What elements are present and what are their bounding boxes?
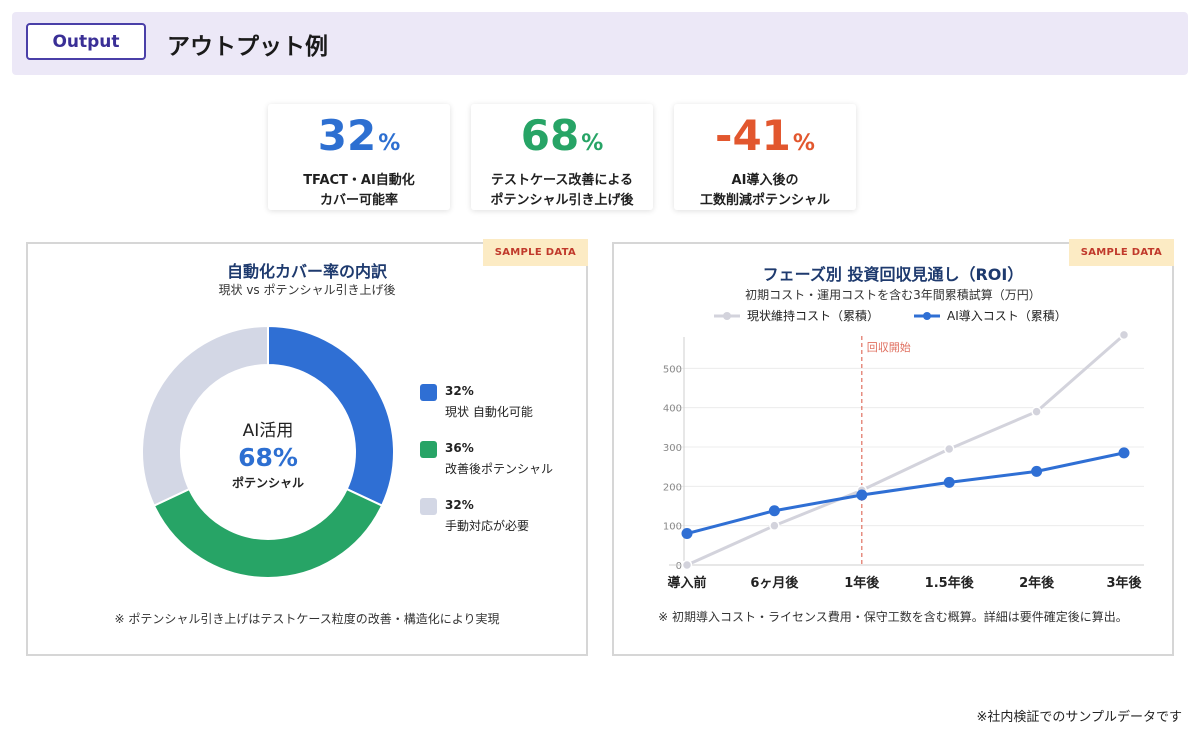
legend-label: AI導入コスト（累積） — [947, 308, 1067, 323]
kpi-label-line2: ポテンシャル引き上げ後 — [490, 193, 634, 208]
kpi-value: 68% — [471, 110, 653, 170]
y-tick-label: 200 — [663, 482, 682, 493]
roi-panel: SAMPLE DATA フェーズ別 投資回収見通し（ROI） 初期コスト・運用コ… — [612, 239, 1174, 656]
data-point-baseline — [1118, 329, 1130, 341]
kpi-label-line2: カバー可能率 — [319, 193, 398, 208]
x-tick-label: 1.5年後 — [925, 575, 975, 591]
x-tick-label: 2年後 — [1019, 575, 1055, 591]
kpi-unit: % — [378, 131, 401, 156]
data-point-ai — [768, 505, 780, 517]
data-point-baseline — [943, 443, 955, 455]
x-tick-label: 3年後 — [1106, 575, 1142, 591]
donut-slice — [267, 324, 395, 507]
kpi-card-coverage: 32% TFACT・AI自動化 カバー可能率 — [268, 104, 450, 210]
kpi-card-potential: 68% テストケース改善による ポテンシャル引き上げ後 — [471, 104, 653, 210]
legend-label: 手動対応が必要 — [445, 519, 530, 533]
series-line-ai — [686, 451, 1125, 535]
legend-swatch — [420, 498, 437, 515]
y-tick-label: 100 — [663, 522, 682, 533]
donut-center-label: AI活用 — [243, 421, 294, 441]
kpi-label-line1: AI導入後の — [731, 173, 799, 188]
legend-swatch — [420, 384, 437, 401]
x-tick-label: 導入前 — [667, 575, 706, 591]
roi-title: フェーズ別 投資回収見通し（ROI） — [762, 265, 1024, 284]
legend-percent: 32% — [445, 384, 474, 398]
donut-panel: SAMPLE DATA 自動化カバー率の内訳 現状 vs ポテンシャル引き上げ後… — [26, 239, 588, 656]
legend-label: 現状 自動化可能 — [445, 405, 533, 419]
kpi-number: -41 — [715, 111, 791, 160]
donut-slice — [141, 324, 269, 507]
kpi-label-line2: 工数削減ポテンシャル — [699, 193, 830, 208]
legend-percent: 32% — [445, 498, 474, 512]
kpi-number: 32 — [317, 111, 377, 160]
kpi-unit: % — [792, 131, 815, 156]
sample-data-tag: SAMPLE DATA — [1068, 239, 1174, 266]
data-point-ai — [943, 476, 955, 488]
roi-subtitle: 初期コスト・運用コストを含む3年間累積試算（万円） — [745, 288, 1041, 302]
kpi-unit: % — [581, 131, 604, 156]
data-point-baseline — [681, 559, 693, 571]
payback-marker-label: 回収開始 — [867, 340, 911, 354]
legend-label: 改善後ポテンシャル — [445, 462, 554, 476]
donut-title: 自動化カバー率の内訳 — [226, 262, 387, 281]
legend-marker — [923, 312, 931, 320]
y-tick-label: 400 — [663, 404, 682, 415]
kpi-card-reduction: -41% AI導入後の 工数削減ポテンシャル — [674, 104, 856, 210]
kpi-value: 32% — [268, 110, 450, 170]
kpi-label-line1: テストケース改善による — [491, 173, 633, 188]
data-point-ai — [856, 489, 868, 501]
roi-line-chart: 0 100 200 300 400 500 導入前 6ヶ月後 1年後 1.5年後 2年後 3年後 回収開… — [663, 308, 1144, 591]
kpi-value: -41% — [674, 110, 856, 170]
legend-marker — [723, 312, 731, 320]
donut-center-value: 68% — [238, 443, 298, 472]
data-point-ai — [1118, 447, 1130, 459]
kpi-label-line1: TFACT・AI自動化 — [303, 173, 415, 188]
header-bar: Output アウトプット例 — [12, 12, 1188, 75]
output-badge: Output — [26, 23, 146, 60]
x-tick-label: 6ヶ月後 — [750, 575, 799, 591]
legend-swatch — [420, 441, 437, 458]
donut-slice — [152, 487, 384, 579]
y-tick-label: 500 — [663, 364, 682, 375]
donut-subtitle: 現状 vs ポテンシャル引き上げ後 — [218, 283, 396, 297]
sample-data-tag: SAMPLE DATA — [482, 239, 588, 266]
data-point-baseline — [1031, 406, 1042, 417]
data-point-ai — [681, 528, 693, 540]
legend-percent: 36% — [445, 441, 474, 455]
donut-note: ※ ポテンシャル引き上げはテストケース粒度の改善・構造化により実現 — [114, 612, 500, 626]
roi-note: ※ 初期導入コスト・ライセンス費用・保守工数を含む概算。詳細は要件確定後に算出。 — [658, 610, 1128, 624]
footer-note: ※社内検証でのサンプルデータです — [976, 710, 1182, 725]
legend-label: 現状維持コスト（累積） — [747, 308, 879, 323]
kpi-number: 68 — [520, 111, 580, 160]
series-line-baseline — [686, 333, 1125, 567]
x-tick-label: 1年後 — [844, 575, 880, 591]
page-title: アウトプット例 — [167, 34, 328, 60]
donut-center-caption: ポテンシャル — [232, 475, 304, 490]
y-tick-label: 300 — [663, 443, 682, 454]
y-tick-label: 0 — [676, 561, 682, 572]
data-point-ai — [1031, 465, 1043, 477]
data-point-baseline — [769, 520, 780, 531]
